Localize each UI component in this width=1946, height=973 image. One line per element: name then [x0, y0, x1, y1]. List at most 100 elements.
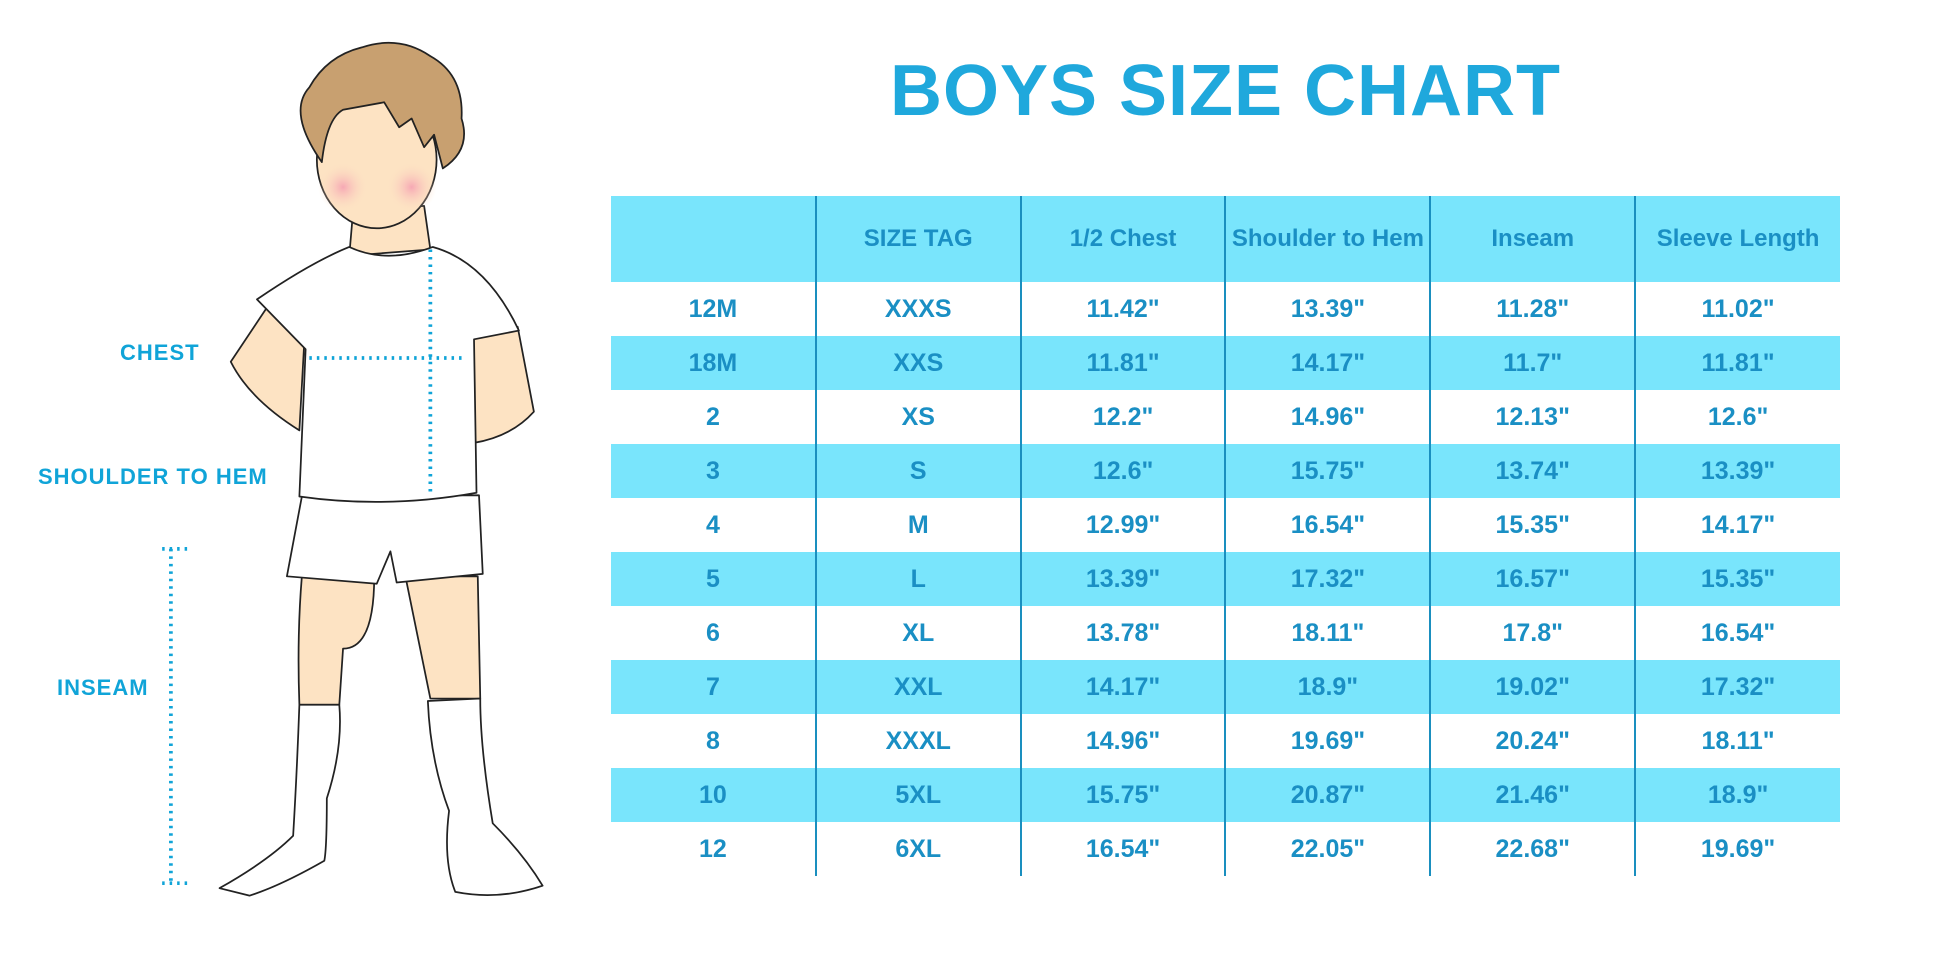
table-cell: 5XL	[814, 768, 1021, 822]
chest-label: CHEST	[120, 340, 200, 365]
hair	[299, 41, 465, 170]
table-cell: 19.69"	[1224, 714, 1431, 768]
table-row: 7 XXL 14.17" 18.9" 19.02" 17.32"	[611, 660, 1840, 714]
table-row: 18M XXS 11.81" 14.17" 11.7" 11.81"	[611, 336, 1840, 390]
table-cell: 16.54"	[1019, 822, 1226, 876]
table-cell: 15.35"	[1634, 552, 1840, 606]
table-cell: 12.99"	[1019, 498, 1226, 552]
table-cell: 19.02"	[1429, 660, 1636, 714]
table-cell: 16.54"	[1224, 498, 1431, 552]
table-row: 2 XS 12.2" 14.96" 12.13" 12.6"	[611, 390, 1840, 444]
table-cell: 11.81"	[1019, 336, 1226, 390]
table-cell: 18.11"	[1634, 714, 1840, 768]
table-row: 6 XL 13.78" 18.11" 17.8" 16.54"	[611, 606, 1840, 660]
table-cell: 10	[611, 768, 816, 822]
table-cell: 15.75"	[1019, 768, 1226, 822]
table-cell: 19.69"	[1634, 822, 1840, 876]
table-cell: 17.32"	[1224, 552, 1431, 606]
table-cell: 14.17"	[1224, 336, 1431, 390]
table-cell: XS	[814, 390, 1021, 444]
table-header-row: SIZE TAG 1/2 Chest Shoulder to Hem Insea…	[611, 196, 1840, 282]
table-cell: 4	[705, 510, 720, 539]
table-cell: 2	[705, 402, 720, 431]
table-cell: 12.6"	[1019, 444, 1226, 498]
table-cell: 18M	[611, 336, 816, 390]
table-cell: 14.96"	[1224, 390, 1431, 444]
shorts	[286, 494, 484, 585]
table-cell: 14.96"	[1019, 714, 1226, 768]
table-cell: 11.7"	[1429, 336, 1636, 390]
col-header-size-tag: SIZE TAG	[814, 196, 1021, 282]
table-cell: 18.11"	[1224, 606, 1431, 660]
table-cell: 12.13"	[1429, 390, 1636, 444]
table-cell: 18.9"	[1224, 660, 1431, 714]
table-row: 5 L 13.39" 17.32" 16.57" 15.35"	[611, 552, 1840, 606]
col-header-shoulder-to-hem: Shoulder to Hem	[1224, 196, 1431, 282]
table-cell: 11.81"	[1634, 336, 1840, 390]
table-cell: 8	[705, 726, 720, 755]
table-row: 10 5XL 15.75" 20.87" 21.46" 18.9"	[611, 768, 1840, 822]
col-header-sleeve-length: Sleeve Length	[1634, 196, 1840, 282]
table-cell: 13.39"	[1019, 552, 1226, 606]
table-row: 12M XXXS 11.42" 13.39" 11.28" 11.02"	[611, 282, 1840, 336]
shirt	[256, 246, 520, 503]
boy-illustration	[162, 41, 544, 897]
table-cell: 3	[611, 444, 816, 498]
table-cell: 12.2"	[1019, 390, 1226, 444]
col-header-half-chest: 1/2 Chest	[1019, 196, 1226, 282]
table-cell: 11.02"	[1634, 282, 1840, 336]
table-cell: XXXL	[814, 714, 1021, 768]
table-cell: 18.9"	[1634, 768, 1840, 822]
table-cell: XL	[814, 606, 1021, 660]
table-cell: M	[814, 498, 1021, 552]
table-cell: 12.6"	[1634, 390, 1840, 444]
table-cell: 11.28"	[1429, 282, 1636, 336]
table-cell: 14.17"	[1019, 660, 1226, 714]
table-cell: 6	[705, 618, 720, 647]
table-cell: 22.68"	[1429, 822, 1636, 876]
page-title: BOYS SIZE CHART	[889, 51, 1562, 131]
right-leg	[404, 575, 482, 700]
table-cell: 11.42"	[1019, 282, 1226, 336]
table-cell: 12	[699, 834, 727, 863]
table-cell: 13.39"	[1634, 444, 1840, 498]
table-row: 8 XXXL 14.96" 19.69" 20.24" 18.11"	[611, 714, 1840, 768]
table-cell: 12M	[688, 294, 738, 323]
table-cell: 22.05"	[1224, 822, 1431, 876]
right-arm	[470, 325, 535, 444]
table-cell: XXL	[814, 660, 1021, 714]
left-sock	[218, 703, 341, 897]
table-cell: 13.78"	[1019, 606, 1226, 660]
col-header-inseam: Inseam	[1429, 196, 1636, 282]
left-leg	[297, 575, 376, 706]
table-cell: 15.35"	[1429, 498, 1636, 552]
measure-lines	[162, 249, 465, 886]
right-sock	[426, 697, 544, 896]
table-cell: 16.54"	[1634, 606, 1840, 660]
table-cell: 21.46"	[1429, 768, 1636, 822]
table-cell: 15.75"	[1224, 444, 1431, 498]
table-cell: 17.8"	[1429, 606, 1636, 660]
table-cell: S	[814, 444, 1021, 498]
table-cell: 20.87"	[1224, 768, 1431, 822]
table-cell: XXXS	[814, 282, 1021, 336]
table-cell: 17.32"	[1634, 660, 1840, 714]
table-row: 3 S 12.6" 15.75" 13.74" 13.39"	[611, 444, 1840, 498]
table-cell: 13.74"	[1429, 444, 1636, 498]
table-row: 12 6XL 16.54" 22.05" 22.68" 19.69"	[611, 822, 1840, 876]
table-cell: XXS	[814, 336, 1021, 390]
shoulder-to-hem-label: SHOULDER TO HEM	[38, 464, 268, 489]
table-cell: 14.17"	[1634, 498, 1840, 552]
table-cell: L	[814, 552, 1021, 606]
table-cell: 20.24"	[1429, 714, 1636, 768]
table-cell: 6XL	[814, 822, 1021, 876]
table-cell: 7	[611, 660, 816, 714]
inseam-label: INSEAM	[57, 675, 149, 700]
left-arm	[229, 304, 307, 432]
table-cell: 13.39"	[1224, 282, 1431, 336]
col-header-size	[611, 196, 816, 282]
table-row: 4 M 12.99" 16.54" 15.35" 14.17"	[611, 498, 1840, 552]
table-cell: 5	[611, 552, 816, 606]
size-table: SIZE TAG 1/2 Chest Shoulder to Hem Insea…	[611, 196, 1840, 876]
table-cell: 16.57"	[1429, 552, 1636, 606]
